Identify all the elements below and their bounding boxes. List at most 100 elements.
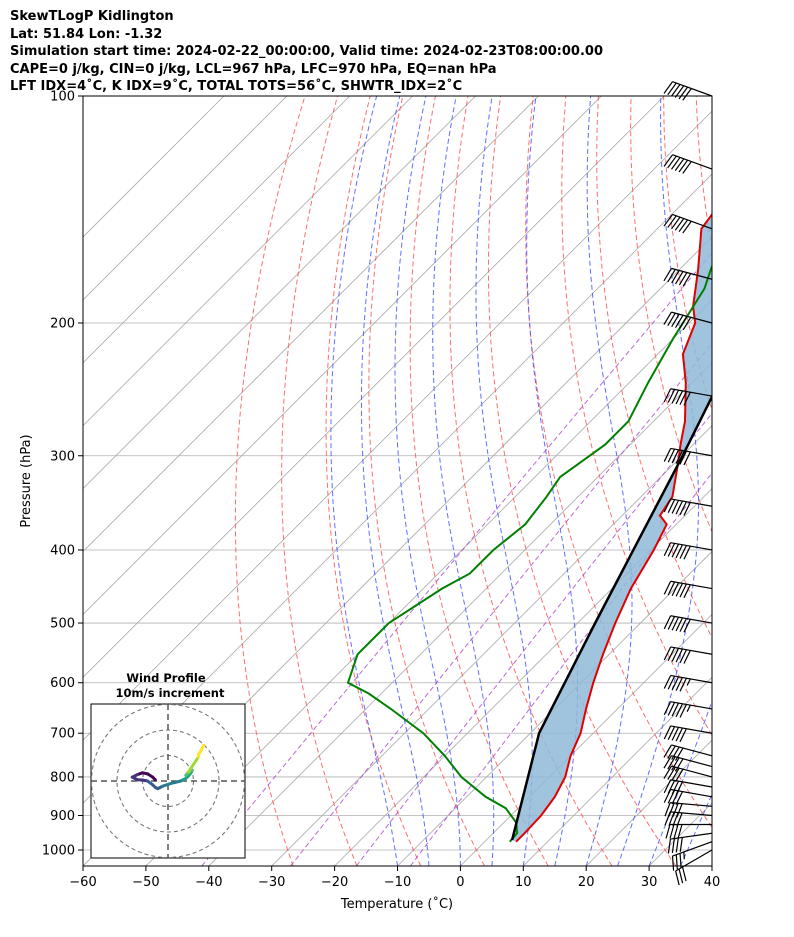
mixing-ratio-line xyxy=(355,412,712,866)
x-tick-label: −60 xyxy=(69,875,96,890)
wind-barb xyxy=(663,779,713,796)
dry-adiabat xyxy=(449,96,613,866)
wind-barb xyxy=(663,744,713,761)
y-tick-label: 300 xyxy=(50,449,75,464)
dry-adiabat xyxy=(281,96,358,866)
mixing-ratio-line xyxy=(409,472,712,866)
isotherm xyxy=(83,96,476,490)
y-tick-label: 900 xyxy=(50,809,75,824)
moist-adiabat xyxy=(617,96,699,866)
isotherm xyxy=(523,676,712,866)
dewpoint-line xyxy=(346,263,712,843)
wind-barb xyxy=(663,154,713,174)
y-tick-label: 200 xyxy=(50,316,75,331)
moist-adiabat xyxy=(585,96,633,866)
dry-adiabat xyxy=(525,96,712,829)
isotherm xyxy=(334,488,712,866)
y-tick-label: 100 xyxy=(50,90,75,105)
x-tick-label: 30 xyxy=(641,875,658,890)
dry-adiabat xyxy=(234,96,306,866)
dry-adiabat xyxy=(596,96,712,639)
x-tick-label: 20 xyxy=(578,875,595,890)
dry-adiabat xyxy=(729,96,794,866)
isotherm xyxy=(83,96,539,553)
isotherm xyxy=(83,96,665,678)
isotherm xyxy=(271,425,712,866)
wind-barb xyxy=(663,725,713,743)
isotherm xyxy=(460,613,712,866)
dry-adiabat xyxy=(695,96,712,252)
mixing-ratio-line xyxy=(290,342,712,866)
isotherm xyxy=(83,96,225,238)
isotherm xyxy=(83,96,351,364)
isotherm xyxy=(83,96,288,301)
dry-adiabat xyxy=(487,96,677,866)
isotherm xyxy=(83,96,602,615)
chart-title: SkewTLogP Kidlington xyxy=(10,9,174,24)
x-tick-label: −30 xyxy=(258,875,285,890)
wind-barb xyxy=(665,823,712,839)
isotherm xyxy=(83,96,413,427)
isotherm xyxy=(145,299,712,866)
wind-barb xyxy=(663,267,713,287)
wind-barb xyxy=(663,542,713,560)
y-tick-label: 800 xyxy=(50,770,75,785)
profiles xyxy=(346,212,712,843)
time-line: Simulation start time: 2024-02-22_00:00:… xyxy=(10,44,603,59)
hodograph-title: Wind Profile xyxy=(126,671,206,685)
wind-barb xyxy=(663,580,713,599)
x-tick-label: 40 xyxy=(704,875,721,890)
temperature-line xyxy=(515,212,712,843)
moist-adiabat xyxy=(394,96,461,866)
wind-barb xyxy=(667,832,713,854)
dry-adiabat xyxy=(368,96,485,866)
moist-adiabat xyxy=(330,96,398,866)
isotherm xyxy=(711,865,712,866)
moist-adiabat xyxy=(361,96,430,866)
wind-barb xyxy=(663,498,713,516)
cape-shading xyxy=(512,214,712,842)
y-tick-label: 500 xyxy=(50,617,75,632)
wind-barb xyxy=(663,311,713,331)
wind-barb xyxy=(663,755,713,772)
x-tick-label: −50 xyxy=(132,875,159,890)
cape-line: CAPE=0 j/kg, CIN=0 j/kg, LCL=967 hPa, LF… xyxy=(10,61,497,77)
x-tick-label: −10 xyxy=(384,875,411,890)
parcel-line xyxy=(510,393,712,841)
hodograph: Wind Profile 10m/s increment xyxy=(90,671,246,859)
x-tick-label: 10 xyxy=(515,875,532,890)
wind-barb xyxy=(663,615,713,633)
wind-barb xyxy=(663,213,713,234)
wind-barb xyxy=(663,81,713,101)
x-axis-label: Temperature (˚C) xyxy=(340,896,453,912)
moist-adiabat xyxy=(432,96,495,866)
moist-adiabat xyxy=(680,793,712,866)
moist-adiabat xyxy=(475,96,533,866)
y-tick-label: 600 xyxy=(50,676,75,691)
x-tick-label: 0 xyxy=(456,875,464,890)
wind-barb xyxy=(663,674,713,692)
moist-adiabat xyxy=(526,96,578,866)
isotherm xyxy=(397,550,712,866)
y-tick-label: 700 xyxy=(50,727,75,742)
dry-adiabat xyxy=(761,96,794,866)
wind-barb xyxy=(663,388,713,406)
x-tick-label: −20 xyxy=(321,875,348,890)
wind-barb xyxy=(663,447,713,466)
hodograph-segment xyxy=(199,743,206,752)
y-axis-label: Pressure (hPa) xyxy=(19,434,34,527)
hodograph-subtitle: 10m/s increment xyxy=(116,686,225,700)
wind-barb xyxy=(663,646,713,664)
dry-adiabat xyxy=(325,96,422,866)
wind-barb xyxy=(675,849,713,886)
y-tick-label: 400 xyxy=(50,543,75,558)
dry-adiabat xyxy=(561,96,712,737)
chart-header: SkewTLogP Kidlington Lat: 51.84 Lon: -1.… xyxy=(10,8,603,96)
wind-barb xyxy=(663,701,713,718)
y-tick-label: 1000 xyxy=(42,844,75,859)
wind-barb xyxy=(671,841,713,871)
axes: −60 −50 −40 −30 −20 −10 0 10 20 30 40 100 200 300 400 5… xyxy=(42,90,720,891)
isotherm xyxy=(208,362,712,866)
wind-barbs xyxy=(663,81,713,886)
